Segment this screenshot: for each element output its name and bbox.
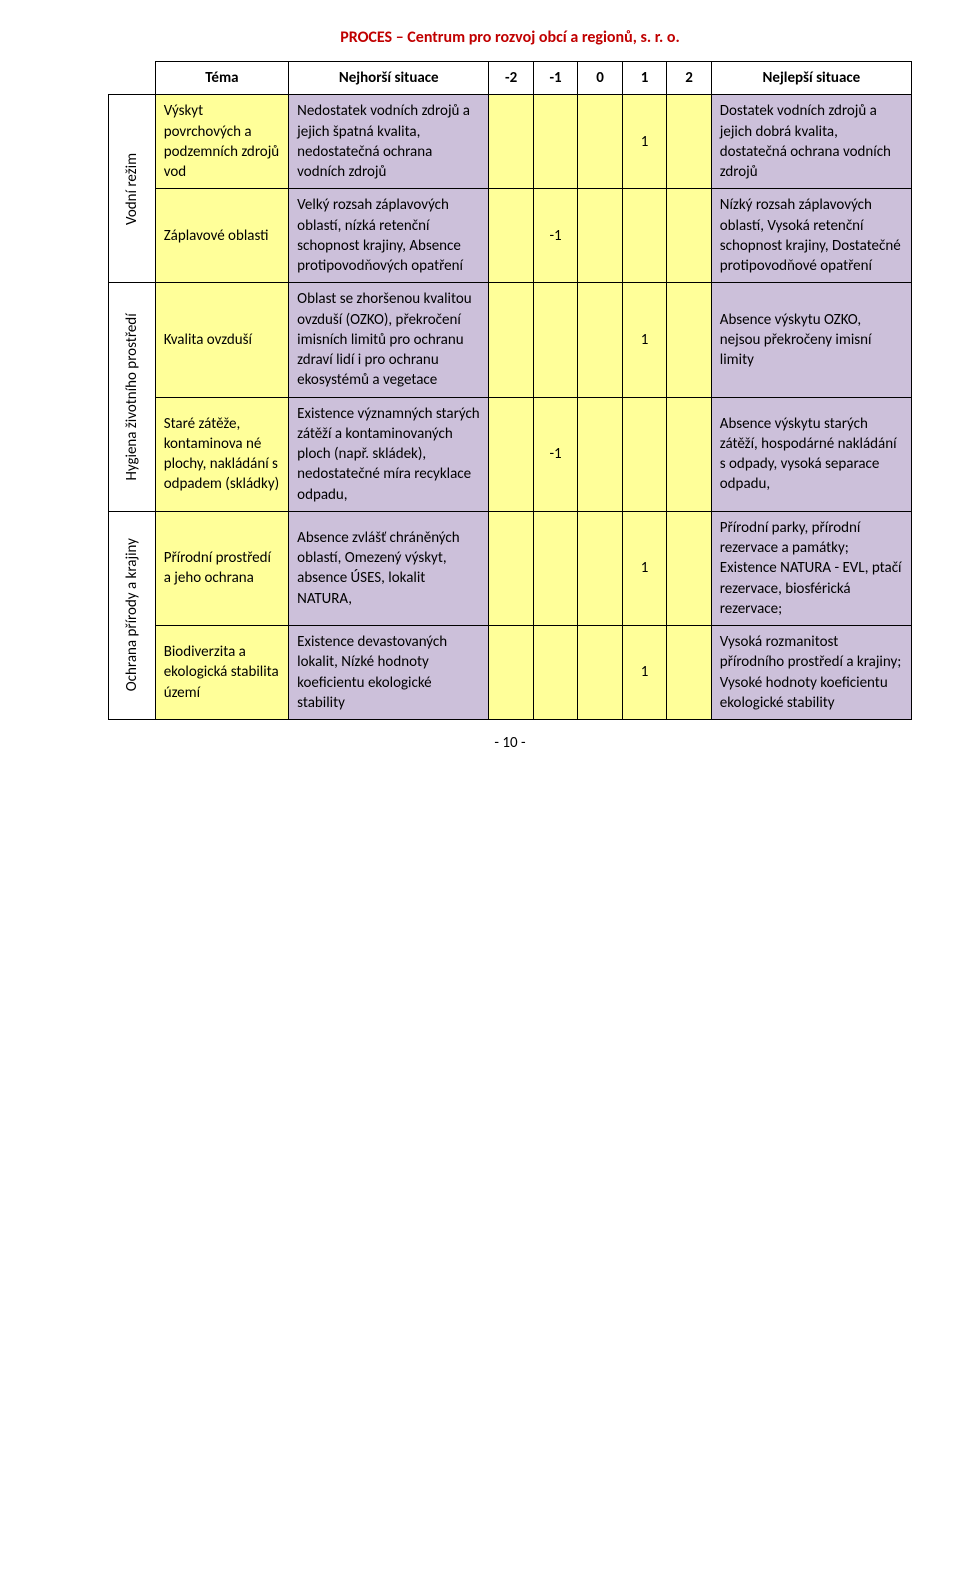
theme-cell: Biodiverzita a ekologická stabilita územ…	[155, 626, 288, 720]
score-cell: 1	[622, 95, 666, 189]
header-theme: Téma	[155, 62, 288, 95]
worst-cell: Oblast se zhoršenou kvalitou ovzduší (OZ…	[289, 283, 489, 397]
score-cell	[622, 189, 666, 283]
score-cell	[533, 626, 577, 720]
score-cell: 1	[622, 511, 666, 625]
table-row: Záplavové oblastiVelký rozsah záplavovýc…	[109, 189, 912, 283]
theme-cell: Staré zátěže, kontaminova né plochy, nak…	[155, 397, 288, 511]
page-number: - 10 -	[108, 734, 912, 752]
score-cell	[578, 511, 622, 625]
header-score--2: -2	[489, 62, 533, 95]
header-blank	[109, 62, 156, 95]
header-score--1: -1	[533, 62, 577, 95]
worst-cell: Existence významných starých zátěží a ko…	[289, 397, 489, 511]
score-cell	[667, 189, 711, 283]
table-header-row: TémaNejhorší situace-2-1012Nejlepší situ…	[109, 62, 912, 95]
best-cell: Dostatek vodních zdrojů a jejich dobrá k…	[711, 95, 911, 189]
score-cell	[578, 189, 622, 283]
score-cell	[533, 511, 577, 625]
table-row: Ochrana přírody a krajinyPřírodní prostř…	[109, 511, 912, 625]
best-cell: Nízký rozsah záplavových oblastí, Vysoká…	[711, 189, 911, 283]
score-cell	[578, 397, 622, 511]
score-cell	[667, 283, 711, 397]
group-label: Vodní režim	[109, 95, 156, 283]
score-cell: 1	[622, 283, 666, 397]
theme-cell: Přírodní prostředí a jeho ochrana	[155, 511, 288, 625]
page: PROCES – Centrum pro rozvoj obcí a regio…	[0, 0, 960, 772]
group-label: Hygiena životního prostředí	[109, 283, 156, 512]
score-cell	[578, 283, 622, 397]
header-title: PROCES – Centrum pro rozvoj obcí a regio…	[340, 28, 680, 47]
worst-cell: Existence devastovaných lokalit, Nízké h…	[289, 626, 489, 720]
score-cell	[622, 397, 666, 511]
score-cell	[578, 626, 622, 720]
table-row: Hygiena životního prostředíKvalita ovzdu…	[109, 283, 912, 397]
score-cell	[489, 397, 533, 511]
footer-text: - 10 -	[494, 734, 525, 752]
header-worst: Nejhorší situace	[289, 62, 489, 95]
theme-cell: Kvalita ovzduší	[155, 283, 288, 397]
score-cell	[489, 95, 533, 189]
best-cell: Absence výskytu starých zátěží, hospodár…	[711, 397, 911, 511]
theme-cell: Výskyt povrchových a podzemních zdrojů v…	[155, 95, 288, 189]
table-row: Vodní režimVýskyt povrchových a podzemní…	[109, 95, 912, 189]
score-cell	[533, 95, 577, 189]
score-cell	[533, 283, 577, 397]
score-cell	[667, 397, 711, 511]
assessment-table: TémaNejhorší situace-2-1012Nejlepší situ…	[108, 61, 912, 720]
best-cell: Vysoká rozmanitost přírodního prostředí …	[711, 626, 911, 720]
score-cell: -1	[533, 189, 577, 283]
score-cell: 1	[622, 626, 666, 720]
header-best: Nejlepší situace	[711, 62, 911, 95]
score-cell	[667, 511, 711, 625]
score-cell	[489, 189, 533, 283]
theme-cell: Záplavové oblasti	[155, 189, 288, 283]
header-score-2: 2	[667, 62, 711, 95]
group-label: Ochrana přírody a krajiny	[109, 511, 156, 719]
best-cell: Absence výskytu OZKO, nejsou překročeny …	[711, 283, 911, 397]
score-cell	[578, 95, 622, 189]
best-cell: Přírodní parky, přírodní rezervace a pam…	[711, 511, 911, 625]
score-cell	[489, 283, 533, 397]
header-score-0: 0	[578, 62, 622, 95]
score-cell	[489, 511, 533, 625]
table-row: Staré zátěže, kontaminova né plochy, nak…	[109, 397, 912, 511]
worst-cell: Absence zvlášť chráněných oblastí, Omeze…	[289, 511, 489, 625]
score-cell	[667, 95, 711, 189]
score-cell	[667, 626, 711, 720]
header-score-1: 1	[622, 62, 666, 95]
score-cell	[489, 626, 533, 720]
score-cell: -1	[533, 397, 577, 511]
table-row: Biodiverzita a ekologická stabilita územ…	[109, 626, 912, 720]
page-header: PROCES – Centrum pro rozvoj obcí a regio…	[108, 28, 912, 47]
worst-cell: Velký rozsah záplavových oblastí, nízká …	[289, 189, 489, 283]
worst-cell: Nedostatek vodních zdrojů a jejich špatn…	[289, 95, 489, 189]
